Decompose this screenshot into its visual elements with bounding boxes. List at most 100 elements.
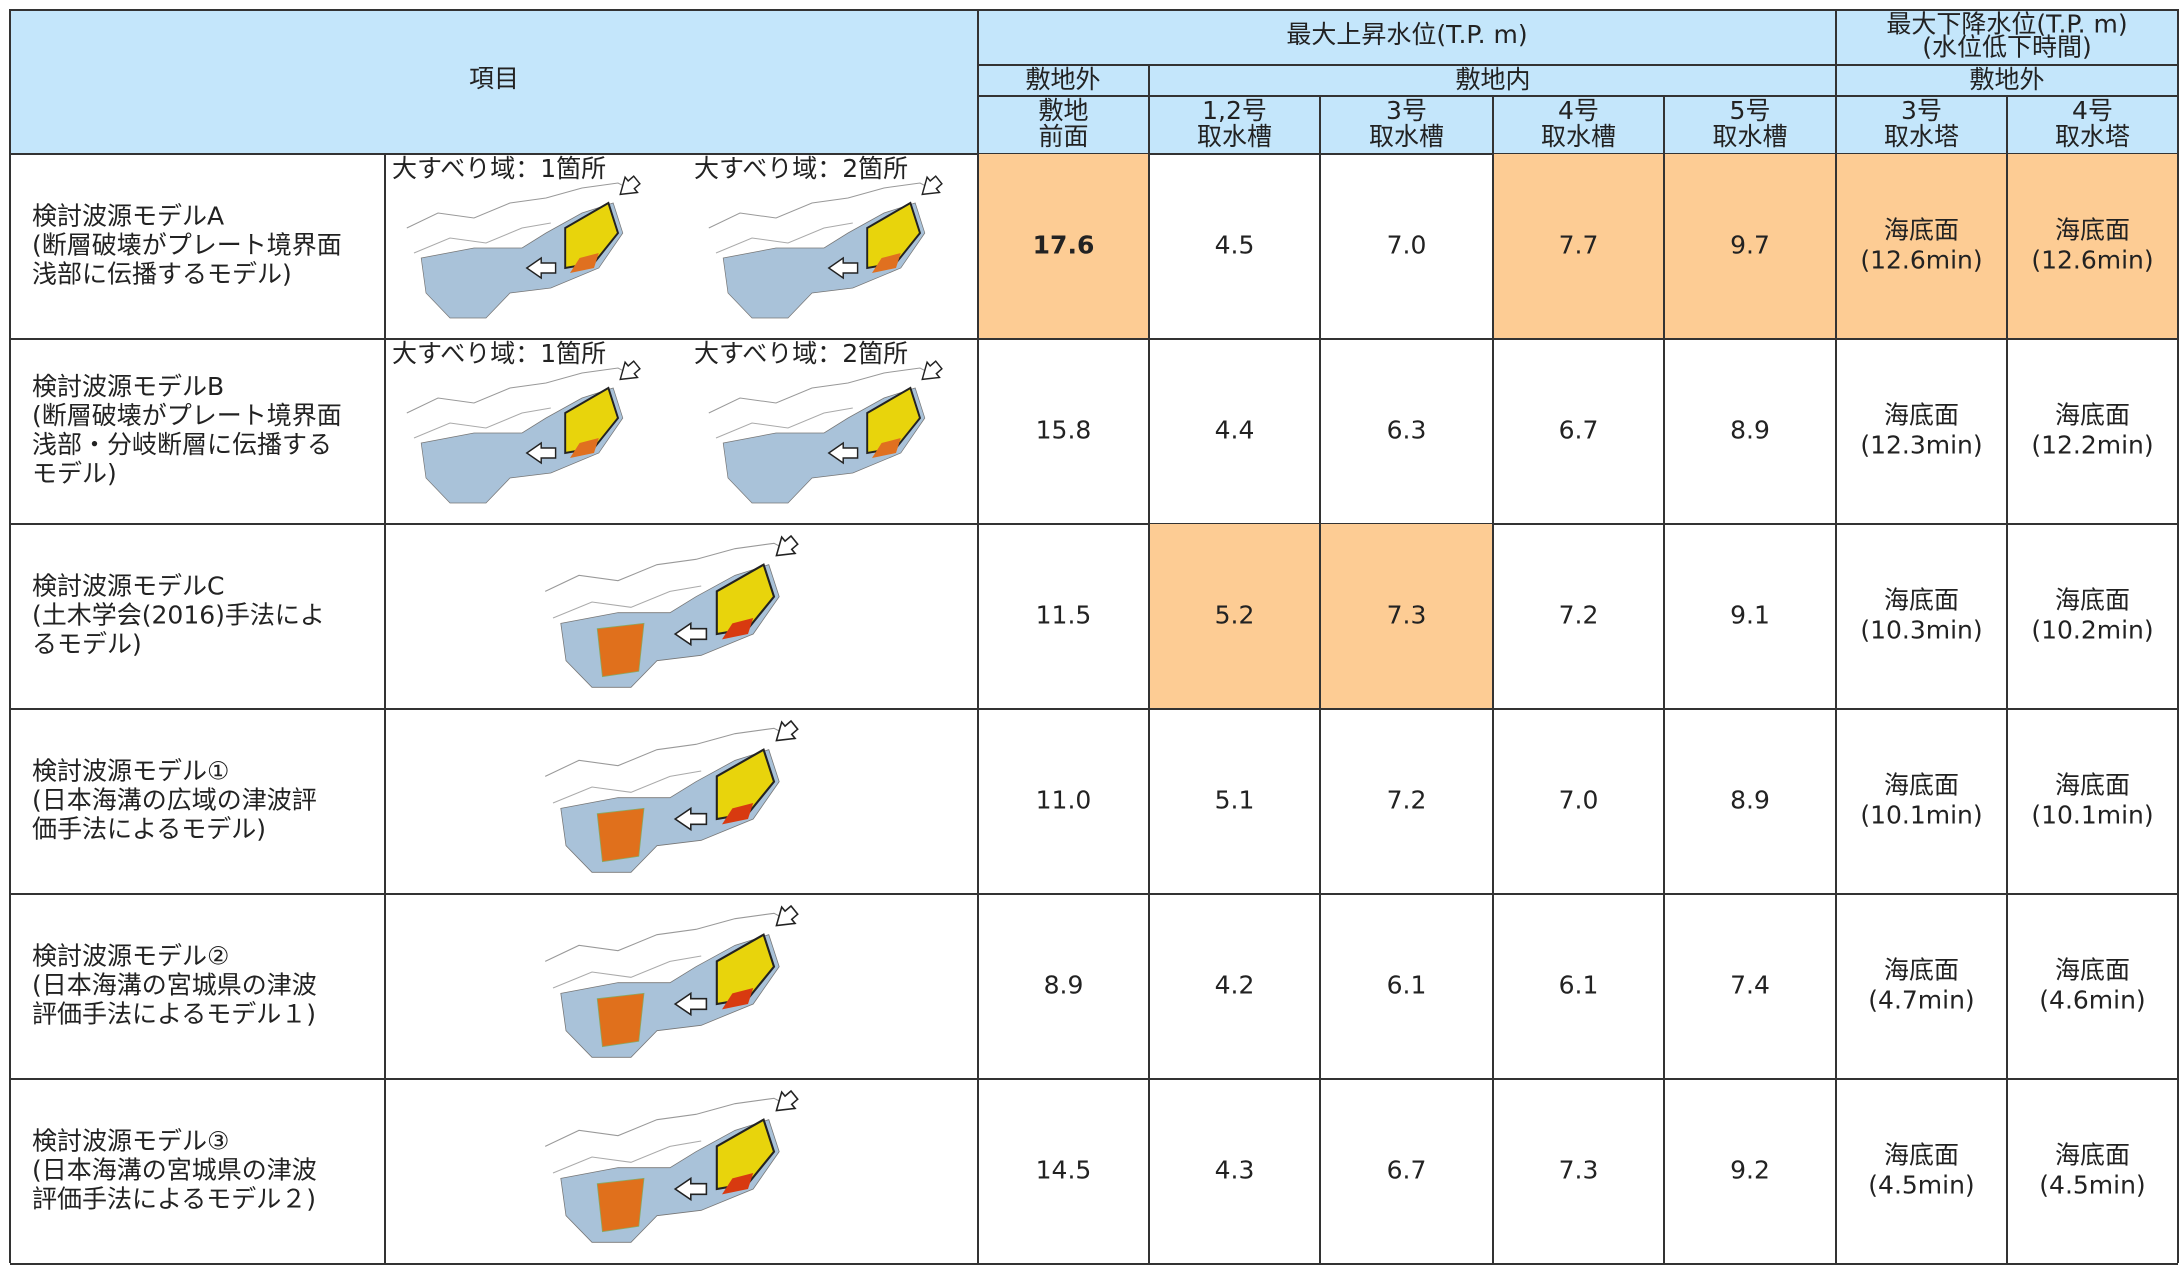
cell-text: 17.6 (1033, 231, 1095, 260)
arrow (525, 256, 557, 280)
cell-text: 敷地外 (1025, 65, 1100, 94)
cell-text: 評価手法によるモデル１) (32, 1000, 316, 1029)
land-outline (708, 367, 940, 414)
cell-text: 浅部・分岐断層に伝播する (32, 430, 332, 459)
cell-text: 11.0 (1036, 786, 1092, 815)
arrow (673, 806, 708, 832)
cell-text: 最大上昇水位(T.P. m) (1286, 20, 1527, 49)
cell-text: るモデル) (32, 630, 142, 659)
cell-text: 海底面 (1884, 1141, 1959, 1170)
map-label: 大すべり域：1箇所 (392, 339, 606, 368)
arrow (921, 360, 943, 381)
cell-text: 取水槽 (1541, 122, 1616, 151)
map-image (708, 360, 943, 504)
cell-text: 敷地外 (1969, 65, 2044, 94)
cell-text: モデル) (32, 459, 117, 488)
land-outline (708, 182, 940, 229)
cell-text: 5.2 (1215, 601, 1255, 630)
cell-text: 7.0 (1559, 786, 1599, 815)
slip-area (715, 1118, 776, 1191)
cell-text: 3号 (1901, 96, 1942, 125)
arrow (827, 441, 859, 465)
cell-text: 浅部に伝播するモデル) (32, 260, 292, 289)
arrow (921, 175, 943, 196)
highlight-cell (2007, 154, 2178, 339)
map-image (406, 175, 641, 319)
cell-text: (日本海溝の宮城県の津波 (32, 1156, 317, 1185)
cell-text: 7.7 (1559, 231, 1599, 260)
cell-text: 6.7 (1559, 416, 1599, 445)
cell-text: 海底面 (1884, 586, 1959, 615)
cell-text: 検討波源モデル① (32, 757, 229, 786)
cell-text: 8.9 (1730, 786, 1770, 815)
land-outline (715, 407, 853, 439)
arrow (775, 534, 799, 557)
highlight-cell (1493, 154, 1664, 339)
highlight-cell (1320, 524, 1493, 709)
cell-text: 6.3 (1387, 416, 1427, 445)
cell-text: (断層破壊がプレート境界面 (32, 231, 342, 260)
cell-text: 海底面 (1884, 216, 1959, 245)
cell-text: 取水槽 (1369, 122, 1444, 151)
cell-text: (10.1min) (1860, 801, 1982, 830)
slip-area (872, 253, 901, 273)
highlight-cell (1664, 154, 1836, 339)
cell-text: 海底面 (2055, 771, 2130, 800)
slip-area (564, 386, 620, 455)
arrow (525, 441, 557, 465)
cell-text: 11.5 (1036, 601, 1092, 630)
cell-text: 海底面 (2055, 401, 2130, 430)
cell-text: 検討波源モデル③ (32, 1127, 229, 1156)
cell-text: (断層破壊がプレート境界面 (32, 401, 342, 430)
cell-text: 7.2 (1387, 786, 1427, 815)
arrow (673, 991, 708, 1017)
map-image (544, 534, 799, 688)
cell-text: 1,2号 (1202, 96, 1267, 125)
land-outline (406, 367, 638, 414)
arrow (619, 175, 641, 196)
slip-area (715, 748, 776, 821)
cell-text: 3号 (1386, 96, 1427, 125)
arrow (619, 360, 641, 381)
cell-text: 海底面 (2055, 216, 2130, 245)
slip-area (866, 201, 922, 270)
cell-text: 4.3 (1215, 1156, 1255, 1185)
cell-text: 取水塔 (1884, 122, 1959, 151)
highlight-cell (978, 154, 1149, 339)
land-outline (413, 407, 551, 439)
arrow (775, 719, 799, 742)
cell-text: 8.9 (1044, 971, 1084, 1000)
cell-text: 取水槽 (1197, 122, 1272, 151)
slip-area (570, 253, 599, 273)
cell-text: 6.7 (1387, 1156, 1427, 1185)
map-label: 大すべり域：2箇所 (694, 339, 908, 368)
cell-text: (日本海溝の広域の津波評 (32, 786, 317, 815)
slip-area (722, 803, 754, 825)
map-image (544, 904, 799, 1058)
map-label: 大すべり域：1箇所 (392, 154, 606, 183)
slip-area (596, 622, 645, 678)
map-image (544, 1089, 799, 1243)
arrow (673, 621, 708, 647)
land-outline (715, 222, 853, 254)
arrow (775, 1089, 799, 1112)
cell-text: 検討波源モデルA (32, 202, 224, 231)
slip-area (596, 992, 645, 1048)
slip-area (564, 201, 620, 270)
cell-text: 検討波源モデルC (32, 572, 224, 601)
cell-text: 海底面 (1884, 401, 1959, 430)
slip-area (715, 563, 776, 636)
cell-text: 7.3 (1387, 601, 1427, 630)
cell-text: 6.1 (1559, 971, 1599, 1000)
cell-text: 検討波源モデル② (32, 942, 229, 971)
cell-text: 9.2 (1730, 1156, 1770, 1185)
cell-text: (土木学会(2016)手法によ (32, 601, 325, 630)
cell-text: (水位低下時間) (1922, 33, 2092, 62)
cell-text: 海底面 (2055, 1141, 2130, 1170)
slip-area (596, 807, 645, 863)
slip-area (722, 1173, 754, 1195)
land-outline (406, 182, 638, 229)
cell-text: 最大下降水位(T.P. m) (1886, 10, 2127, 39)
land-outline (552, 585, 702, 619)
